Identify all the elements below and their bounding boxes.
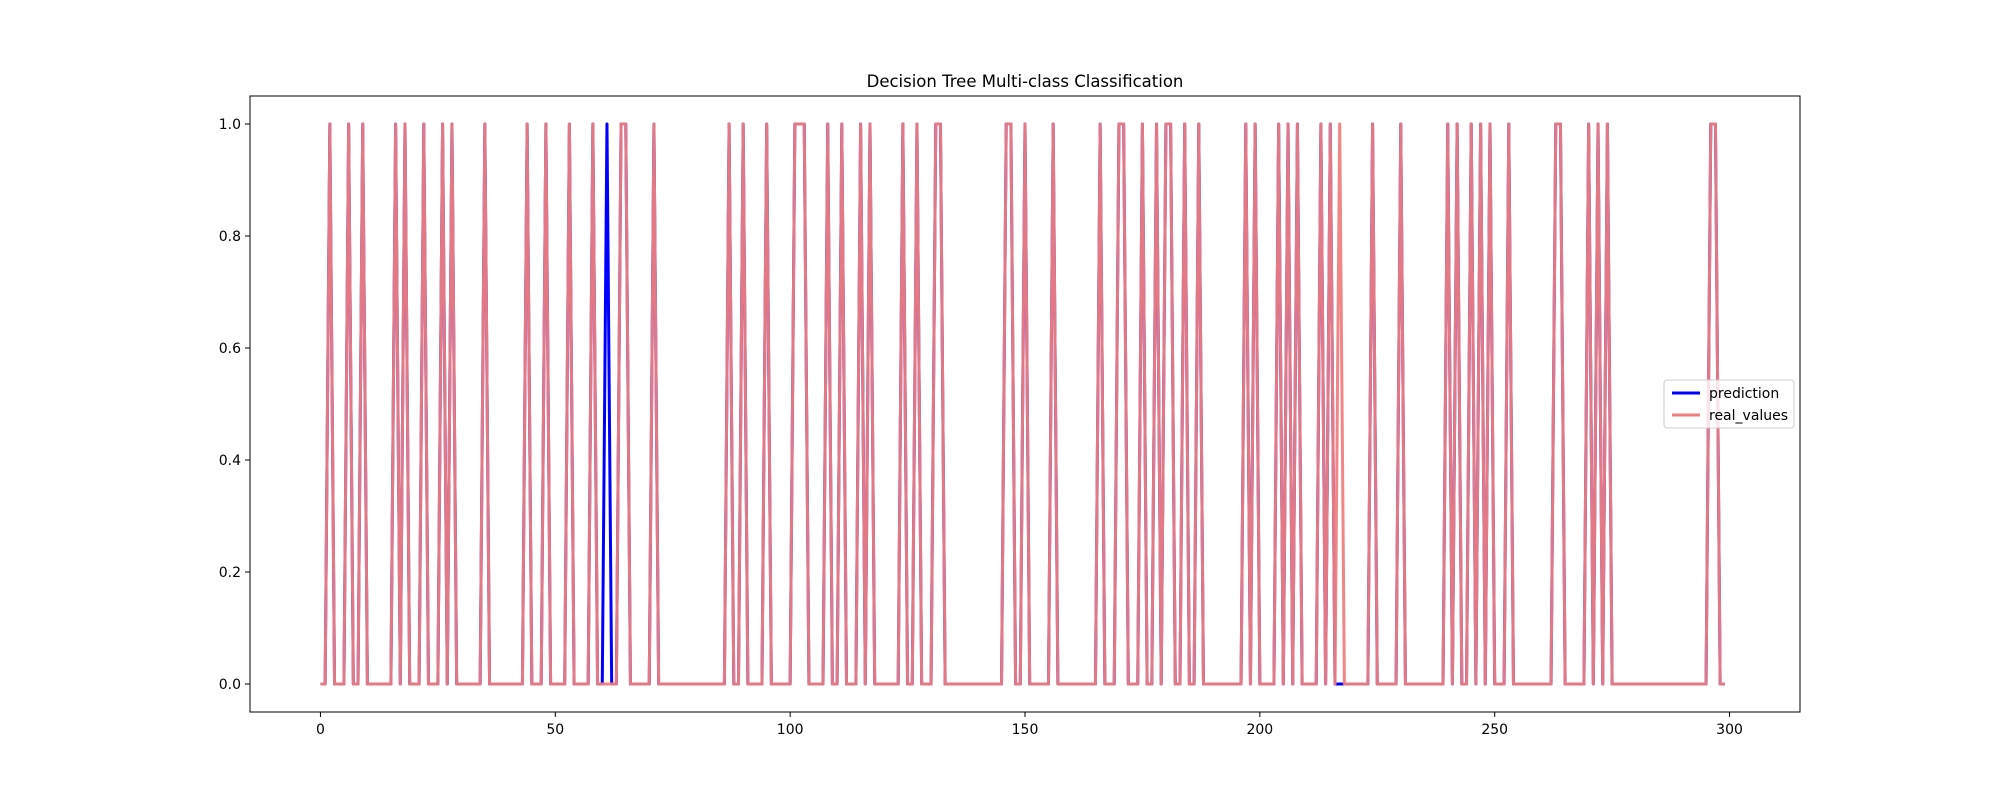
y-tick-label: 0.2: [219, 565, 241, 581]
x-tick-label: 300: [1716, 722, 1743, 738]
axes: 0 50 100 150 200 250 300 0.0 0.2 0.4 0.6 0.8 1.0: [219, 95, 1801, 738]
y-tick-label: 0.8: [219, 229, 241, 245]
legend-label-prediction: prediction: [1709, 386, 1779, 402]
y-tick-label: 0.4: [219, 453, 241, 469]
y-tick-label: 0.6: [219, 341, 241, 357]
series-line-real-values: [320, 122, 1725, 686]
x-tick-label: 0: [316, 722, 325, 738]
x-tick-label: 250: [1481, 722, 1508, 738]
x-tick-label: 150: [1012, 722, 1039, 738]
chart-title: Decision Tree Multi-class Classification: [867, 72, 1184, 91]
plot-area: [320, 122, 1725, 686]
x-tick-label: 100: [777, 722, 804, 738]
x-tick-label: 50: [546, 722, 564, 738]
legend: prediction real_values: [1663, 379, 1795, 429]
x-tick-label: 200: [1246, 722, 1273, 738]
y-tick-label: 1.0: [219, 117, 241, 133]
y-tick-label: 0.0: [219, 677, 241, 693]
legend-label-real-values: real_values: [1709, 408, 1788, 424]
